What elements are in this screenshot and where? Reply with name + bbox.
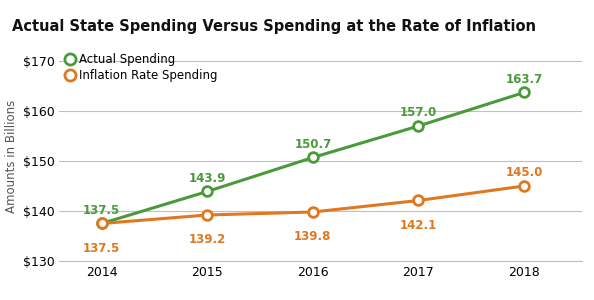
Text: 157.0: 157.0 bbox=[400, 106, 437, 119]
Text: 150.7: 150.7 bbox=[294, 138, 331, 151]
Text: 139.2: 139.2 bbox=[189, 233, 226, 246]
Text: Actual State Spending Versus Spending at the Rate of Inflation: Actual State Spending Versus Spending at… bbox=[12, 19, 536, 34]
Text: 137.5: 137.5 bbox=[83, 204, 120, 217]
Text: 137.5: 137.5 bbox=[83, 242, 120, 255]
Y-axis label: Amounts in Billions: Amounts in Billions bbox=[5, 99, 18, 213]
Text: 145.0: 145.0 bbox=[505, 166, 543, 179]
Text: 142.1: 142.1 bbox=[400, 219, 437, 232]
Text: 143.9: 143.9 bbox=[188, 172, 226, 184]
Text: 163.7: 163.7 bbox=[505, 73, 543, 85]
Legend: Actual Spending, Inflation Rate Spending: Actual Spending, Inflation Rate Spending bbox=[65, 53, 218, 82]
Text: 139.8: 139.8 bbox=[294, 230, 331, 243]
